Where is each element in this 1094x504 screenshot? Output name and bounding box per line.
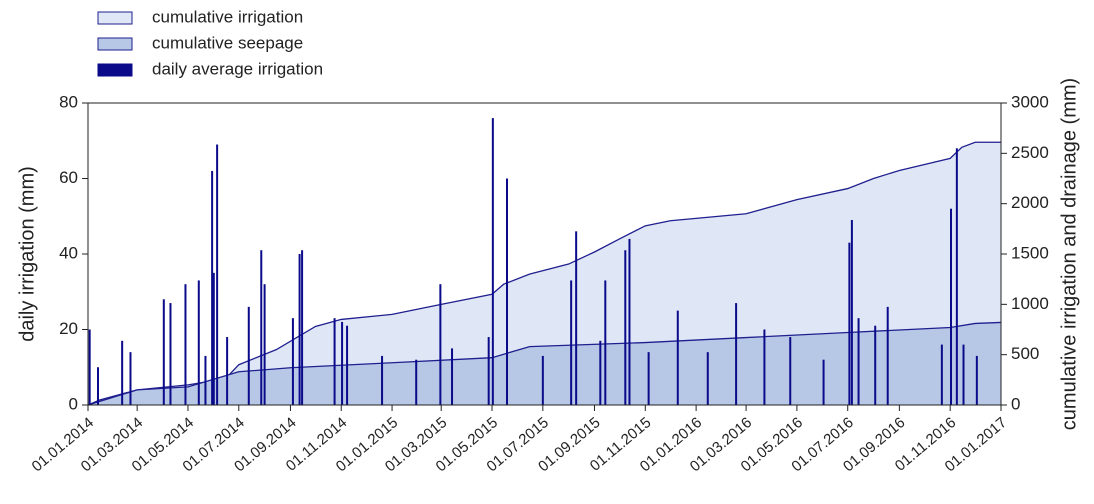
bar bbox=[491, 118, 494, 405]
bar bbox=[706, 352, 709, 405]
y2-tick-label: 2500 bbox=[1011, 143, 1049, 162]
y-tick-label: 20 bbox=[59, 319, 78, 338]
bar bbox=[676, 310, 679, 405]
bar bbox=[789, 337, 792, 405]
bar bbox=[212, 272, 215, 405]
bar bbox=[129, 352, 132, 405]
bar bbox=[211, 170, 214, 405]
y2-tick-label: 1500 bbox=[1011, 243, 1049, 262]
legend-label: cumulative irrigation bbox=[152, 7, 303, 26]
bar bbox=[975, 355, 978, 405]
y2-tick-label: 1000 bbox=[1011, 294, 1049, 313]
legend-swatch bbox=[97, 11, 133, 25]
bar bbox=[962, 344, 965, 405]
bar bbox=[647, 352, 650, 405]
bar bbox=[886, 306, 889, 405]
bar bbox=[822, 359, 825, 405]
bar bbox=[874, 325, 877, 405]
bar bbox=[628, 238, 631, 405]
bar bbox=[848, 242, 851, 405]
bar bbox=[599, 340, 602, 405]
legend-swatch bbox=[97, 63, 133, 77]
bar bbox=[624, 250, 627, 405]
y2-tick-label: 3000 bbox=[1011, 92, 1049, 111]
legend-label: daily average irrigation bbox=[152, 59, 323, 78]
bar bbox=[226, 337, 229, 405]
area-fill bbox=[88, 322, 1001, 405]
legend-swatch bbox=[97, 37, 133, 51]
bar bbox=[121, 340, 124, 405]
area-line bbox=[87, 141, 1001, 406]
bar bbox=[96, 367, 99, 405]
bar bbox=[169, 303, 172, 405]
bar bbox=[381, 355, 384, 405]
bar bbox=[291, 318, 294, 405]
y2-tick-label: 2000 bbox=[1011, 193, 1049, 212]
y-tick-label: 60 bbox=[59, 168, 78, 187]
legend: cumulative irrigation cumulative seepage d… bbox=[97, 7, 323, 78]
y2-axis-title: cumulative irrigation and drainage (mm) bbox=[1058, 78, 1080, 430]
bar bbox=[216, 144, 219, 405]
bar bbox=[439, 284, 442, 405]
bar bbox=[763, 329, 766, 405]
bar bbox=[341, 321, 344, 405]
bar bbox=[333, 318, 336, 405]
area-line bbox=[87, 321, 1002, 406]
bar bbox=[204, 355, 207, 405]
bar bbox=[88, 329, 91, 405]
bar bbox=[850, 220, 853, 405]
bar bbox=[260, 250, 263, 405]
bar bbox=[604, 280, 607, 405]
bar bbox=[247, 306, 250, 405]
bar bbox=[415, 359, 418, 405]
bar bbox=[940, 344, 943, 405]
bar bbox=[346, 325, 349, 405]
y-tick-label: 0 bbox=[69, 394, 78, 413]
plot-area bbox=[87, 118, 1002, 406]
y2-tick-label: 500 bbox=[1011, 344, 1039, 363]
bar bbox=[301, 250, 304, 405]
bar bbox=[487, 337, 490, 405]
y-tick-label: 40 bbox=[59, 243, 78, 262]
y2-tick-label: 0 bbox=[1011, 394, 1020, 413]
bar bbox=[857, 318, 860, 405]
bar bbox=[298, 254, 301, 405]
bar bbox=[955, 148, 958, 406]
bar bbox=[197, 280, 200, 405]
bar bbox=[735, 303, 738, 405]
bar bbox=[263, 284, 266, 405]
bar bbox=[570, 280, 573, 405]
y-axis-title: daily irrigation (mm) bbox=[16, 166, 38, 342]
y-tick-label: 80 bbox=[59, 92, 78, 111]
bar bbox=[541, 355, 544, 405]
legend-label: cumulative seepage bbox=[152, 33, 303, 52]
bar bbox=[950, 208, 953, 405]
bar bbox=[575, 231, 578, 405]
bar bbox=[184, 284, 187, 405]
bar bbox=[162, 299, 165, 405]
bar bbox=[451, 348, 454, 405]
bar bbox=[506, 178, 509, 405]
